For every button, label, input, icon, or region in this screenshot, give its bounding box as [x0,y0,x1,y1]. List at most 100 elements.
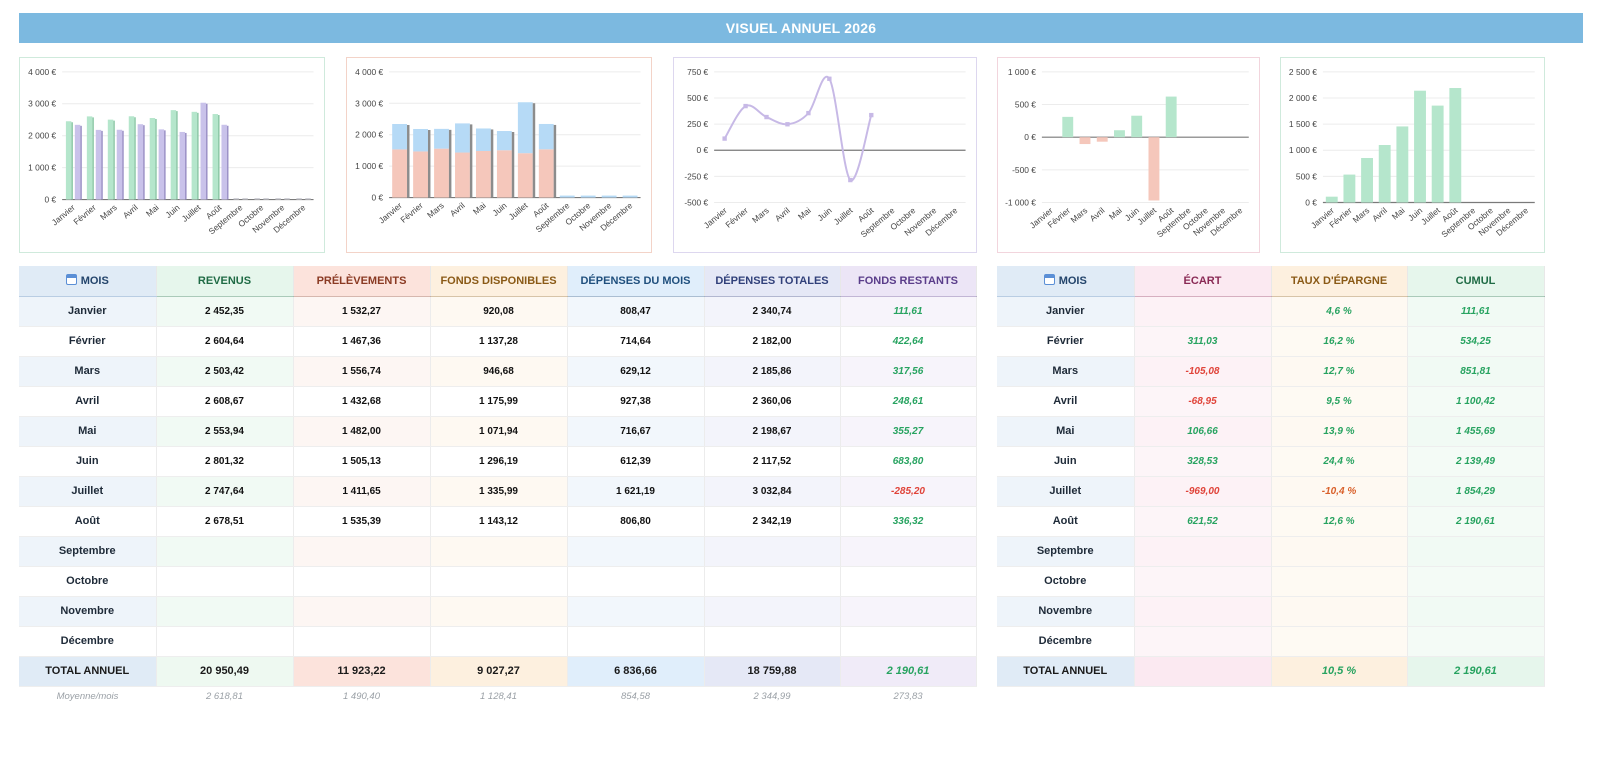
cell-month[interactable]: Juillet [997,476,1135,507]
cell-gap[interactable]: 311,03 [1134,326,1272,357]
cell-gap[interactable] [1134,566,1272,597]
cell-cumulative[interactable]: 1 100,42 [1407,386,1545,417]
cell-withdrawals[interactable] [293,536,431,567]
cell-gap[interactable] [1134,536,1272,567]
cell-revenue[interactable]: 2 452,35 [156,296,294,327]
cell-month[interactable]: Novembre [19,596,157,627]
cell-withdrawals[interactable] [293,596,431,627]
cell-month[interactable]: Juillet [19,476,157,507]
cell-available-funds[interactable]: 1 071,94 [430,416,568,447]
total-month[interactable]: TOTAL ANNUEL [19,655,157,687]
cell-remaining-funds[interactable]: 422,64 [840,326,977,357]
cell-month[interactable]: Avril [997,386,1135,417]
cell-cumulative[interactable]: 2 139,49 [1407,446,1545,477]
cell-withdrawals[interactable]: 1 467,36 [293,326,431,357]
cell-withdrawals[interactable]: 1 556,74 [293,356,431,387]
cell-total-expenses[interactable]: 2 182,00 [704,326,841,357]
cell-month[interactable]: Octobre [19,566,157,597]
cell-revenue[interactable]: 2 608,67 [156,386,294,417]
cell-revenue[interactable]: 2 553,94 [156,416,294,447]
cell-month[interactable]: Février [19,326,157,357]
cell-savings-rate[interactable] [1271,536,1408,567]
cell-remaining-funds[interactable]: 336,32 [840,506,977,537]
total-available-funds[interactable]: 9 027,27 [430,655,568,687]
cell-revenue[interactable] [156,596,294,627]
cell-remaining-funds[interactable]: 111,61 [840,296,977,327]
cell-remaining-funds[interactable]: 355,27 [840,416,977,447]
cell-monthly-expenses[interactable] [567,626,705,657]
cell-month[interactable]: Août [19,506,157,537]
total-cumulative[interactable]: 2 190,61 [1407,655,1545,687]
cell-savings-rate[interactable]: 16,2 % [1271,326,1408,357]
cell-total-expenses[interactable] [704,566,841,597]
cell-available-funds[interactable]: 1 137,28 [430,326,568,357]
cell-monthly-expenses[interactable]: 629,12 [567,356,705,387]
cell-gap[interactable]: 328,53 [1134,446,1272,477]
cell-cumulative[interactable]: 2 190,61 [1407,506,1545,537]
cell-month[interactable]: Décembre [19,626,157,657]
cell-revenue[interactable]: 2 747,64 [156,476,294,507]
cell-total-expenses[interactable]: 2 185,86 [704,356,841,387]
cell-month[interactable]: Août [997,506,1135,537]
cell-monthly-expenses[interactable]: 612,39 [567,446,705,477]
cell-remaining-funds[interactable]: 248,61 [840,386,977,417]
cell-withdrawals[interactable] [293,626,431,657]
cell-total-expenses[interactable]: 2 117,52 [704,446,841,477]
cell-available-funds[interactable]: 920,08 [430,296,568,327]
cell-cumulative[interactable]: 1 455,69 [1407,416,1545,447]
cell-gap[interactable]: -68,95 [1134,386,1272,417]
cell-month[interactable]: Janvier [997,296,1135,327]
cell-remaining-funds[interactable]: 317,56 [840,356,977,387]
cell-total-expenses[interactable]: 2 360,06 [704,386,841,417]
cell-month[interactable]: Mai [997,416,1135,447]
cell-monthly-expenses[interactable] [567,536,705,567]
cell-available-funds[interactable]: 1 143,12 [430,506,568,537]
cell-withdrawals[interactable]: 1 482,00 [293,416,431,447]
cell-month[interactable]: Septembre [19,536,157,567]
cell-month[interactable]: Octobre [997,566,1135,597]
cell-available-funds[interactable]: 1 175,99 [430,386,568,417]
cell-revenue[interactable]: 2 801,32 [156,446,294,477]
cell-month[interactable]: Mars [997,356,1135,387]
cell-cumulative[interactable] [1407,566,1545,597]
cell-monthly-expenses[interactable]: 714,64 [567,326,705,357]
cell-total-expenses[interactable]: 2 340,74 [704,296,841,327]
cell-gap[interactable]: 621,52 [1134,506,1272,537]
cell-monthly-expenses[interactable]: 808,47 [567,296,705,327]
cell-savings-rate[interactable]: 13,9 % [1271,416,1408,447]
total-revenue[interactable]: 20 950,49 [156,655,294,687]
cell-monthly-expenses[interactable] [567,596,705,627]
cell-remaining-funds[interactable]: 683,80 [840,446,977,477]
cell-savings-rate[interactable]: -10,4 % [1271,476,1408,507]
cell-total-expenses[interactable]: 3 032,84 [704,476,841,507]
total-monthly-expenses[interactable]: 6 836,66 [567,655,705,687]
cell-gap[interactable]: 106,66 [1134,416,1272,447]
total-savings-rate[interactable]: 10,5 % [1271,655,1408,687]
cell-cumulative[interactable] [1407,626,1545,657]
cell-savings-rate[interactable]: 4,6 % [1271,296,1408,327]
total-gap[interactable] [1134,655,1272,687]
cell-month[interactable]: Janvier [19,296,157,327]
cell-monthly-expenses[interactable]: 927,38 [567,386,705,417]
cell-monthly-expenses[interactable]: 716,67 [567,416,705,447]
cell-cumulative[interactable] [1407,596,1545,627]
cell-available-funds[interactable]: 946,68 [430,356,568,387]
cell-savings-rate[interactable]: 12,6 % [1271,506,1408,537]
cell-revenue[interactable]: 2 604,64 [156,326,294,357]
cell-revenue[interactable] [156,626,294,657]
cell-savings-rate[interactable] [1271,596,1408,627]
cell-withdrawals[interactable]: 1 505,13 [293,446,431,477]
cell-gap[interactable] [1134,596,1272,627]
cell-cumulative[interactable]: 1 854,29 [1407,476,1545,507]
cell-withdrawals[interactable]: 1 535,39 [293,506,431,537]
cell-savings-rate[interactable] [1271,626,1408,657]
cell-revenue[interactable]: 2 678,51 [156,506,294,537]
total-withdrawals[interactable]: 11 923,22 [293,655,431,687]
cell-month[interactable]: Septembre [997,536,1135,567]
cell-month[interactable]: Juin [19,446,157,477]
cell-available-funds[interactable]: 1 296,19 [430,446,568,477]
cell-available-funds[interactable] [430,566,568,597]
cell-savings-rate[interactable]: 24,4 % [1271,446,1408,477]
cell-cumulative[interactable]: 851,81 [1407,356,1545,387]
total-remaining-funds[interactable]: 2 190,61 [840,655,977,687]
